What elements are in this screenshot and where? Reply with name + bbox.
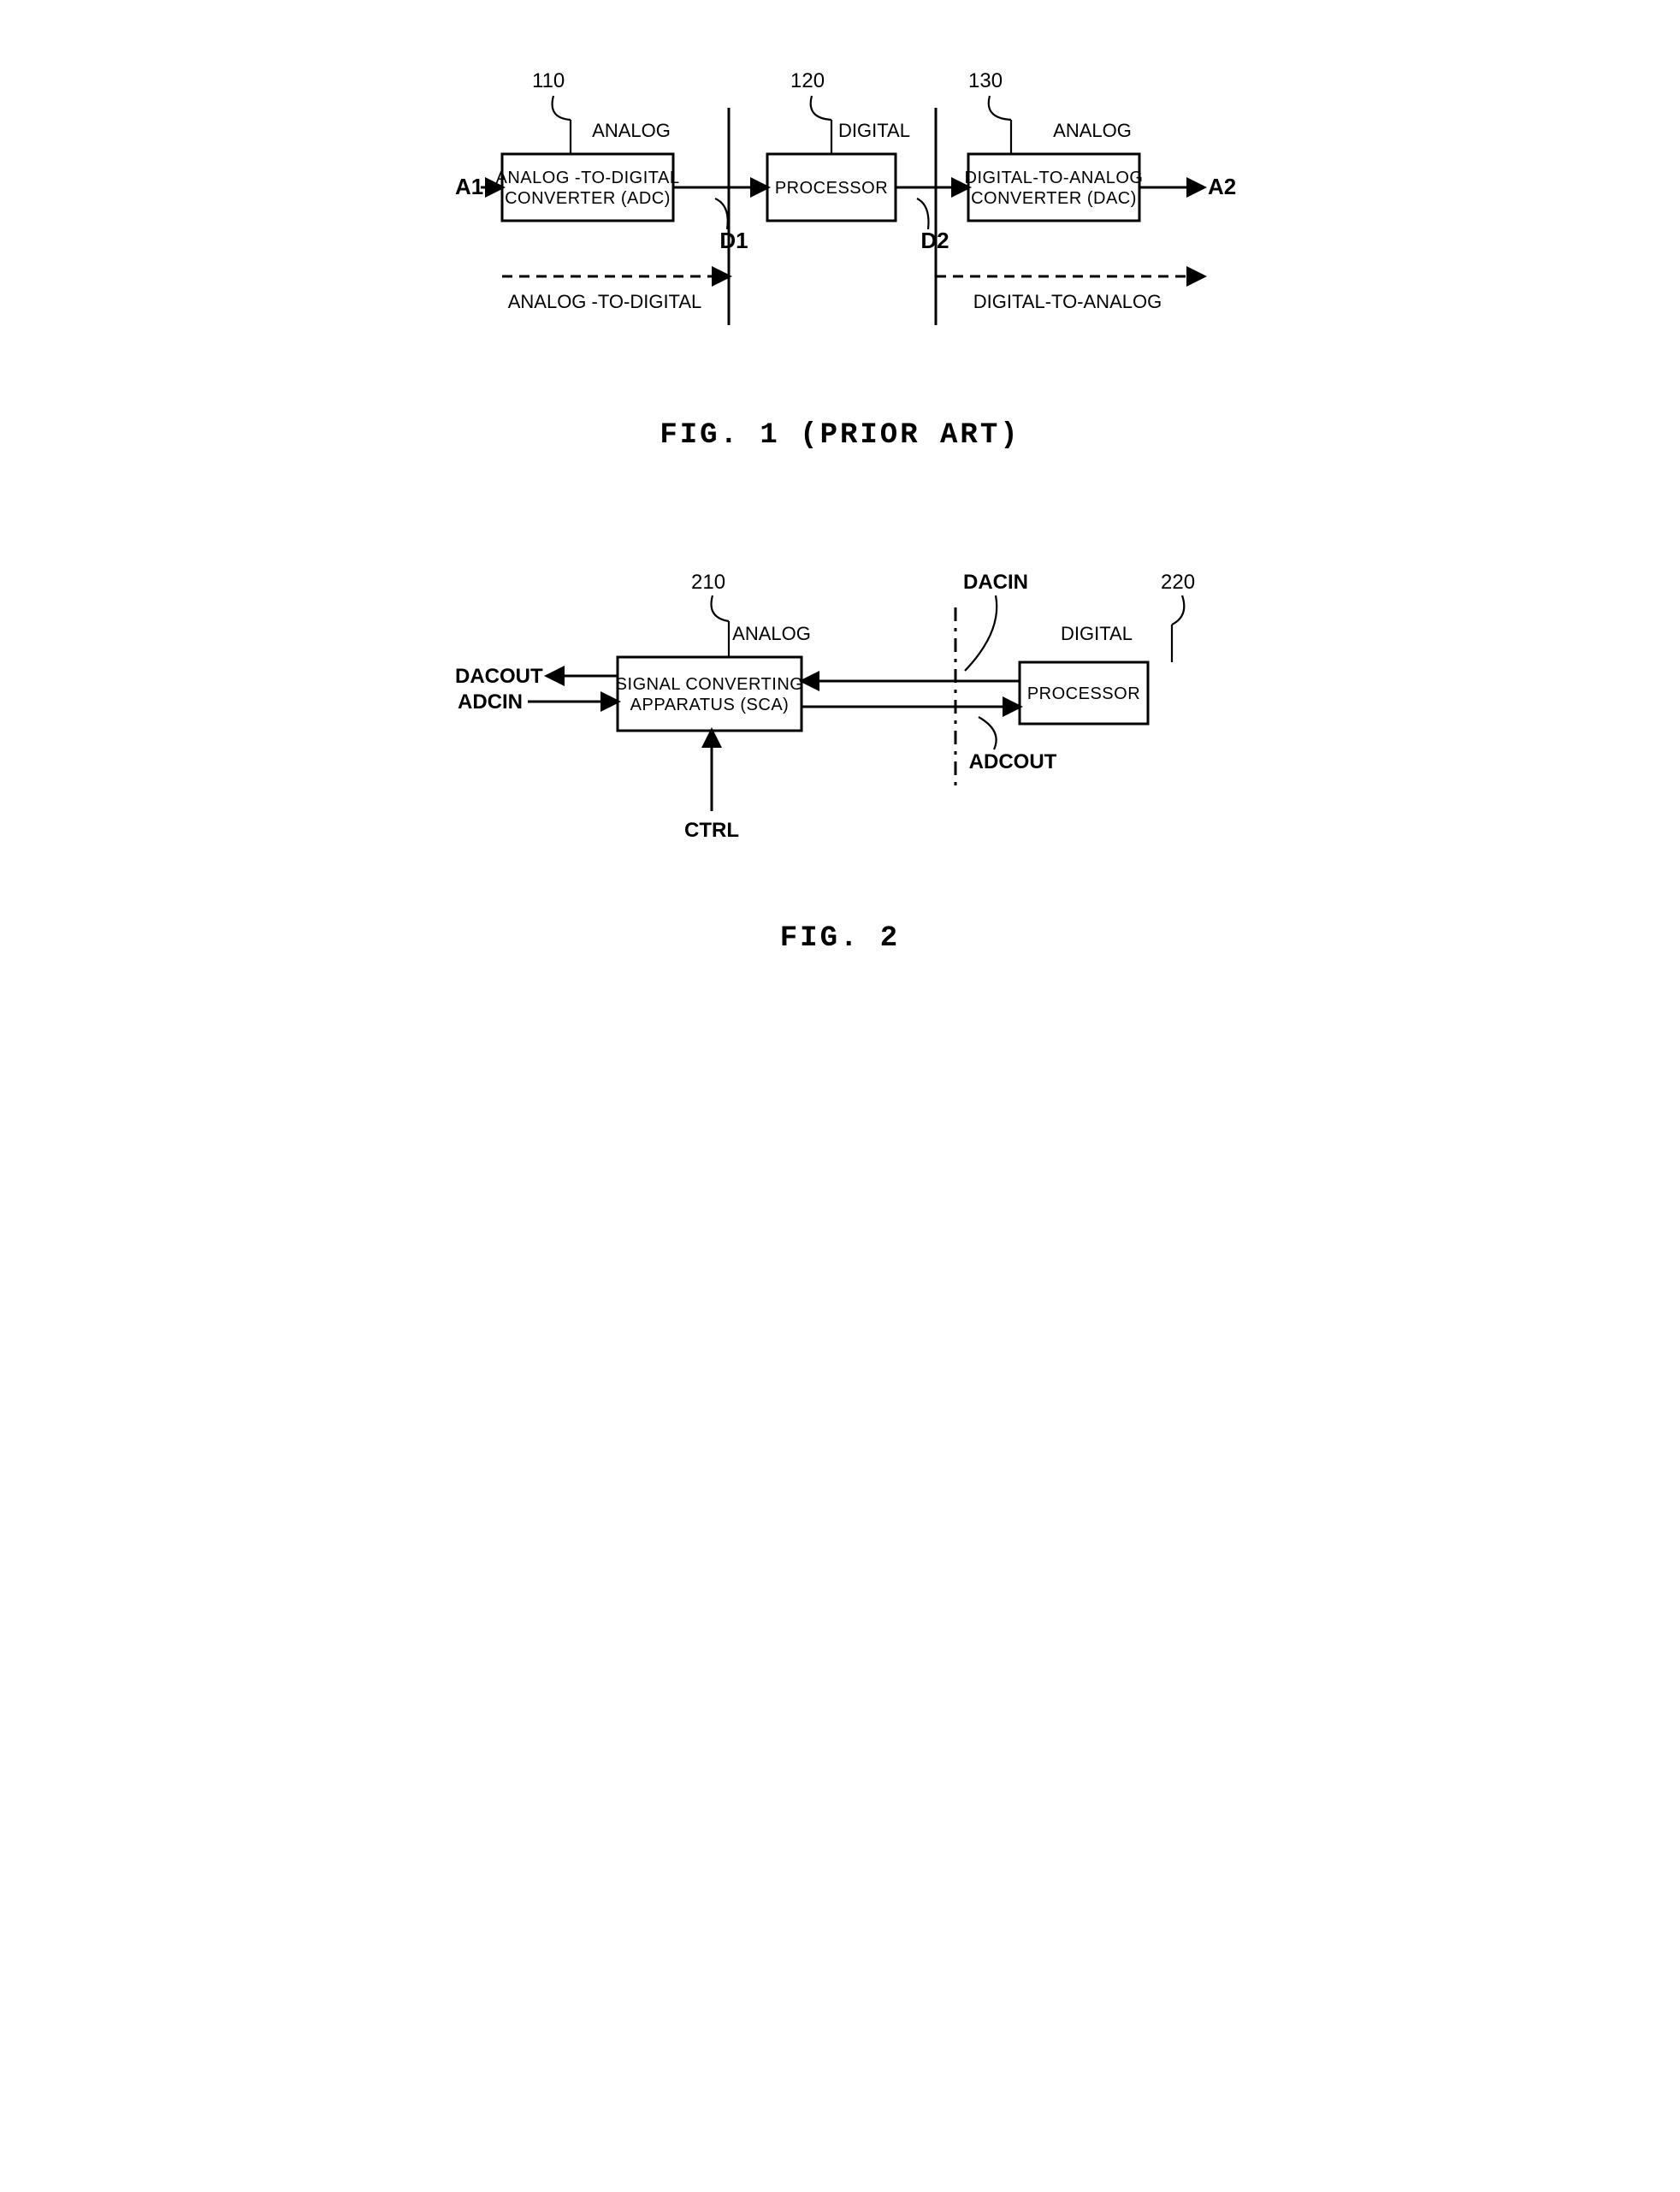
signal-label-a2: A2 <box>1208 174 1236 199</box>
domain-label: ANALOG <box>592 120 671 141</box>
signal-leader <box>965 595 997 671</box>
flow-label: ANALOG -TO-DIGITAL <box>508 291 702 312</box>
fig2-svg: SIGNAL CONVERTING APPARATUS (SCA) PROCESSO… <box>421 529 1259 888</box>
signal-leader <box>715 198 728 229</box>
fig1-caption: FIG. 1 (PRIOR ART) <box>421 419 1259 452</box>
adc-label: CONVERTER (ADC) <box>505 189 671 208</box>
dac-block <box>968 154 1139 221</box>
signal-leader <box>917 198 928 229</box>
domain-label: DIGITAL <box>1061 623 1133 644</box>
signal-leader <box>979 717 997 749</box>
signal-label-a1: A1 <box>455 174 483 199</box>
domain-label: ANALOG <box>1053 120 1132 141</box>
proc-label: PROCESSOR <box>775 179 888 198</box>
signal-label-adcin: ADCIN <box>458 690 523 714</box>
fig1-svg: ANALOG -TO-DIGITAL CONVERTER (ADC) PROCESS… <box>421 34 1259 394</box>
ref-label-220: 220 <box>1161 571 1195 594</box>
ref-leader <box>553 96 571 120</box>
signal-label-d2: D2 <box>920 228 949 253</box>
signal-label-ctrl: CTRL <box>684 819 739 842</box>
dac-label: DIGITAL-TO-ANALOG <box>965 169 1144 187</box>
signal-label-dacin: DACIN <box>963 571 1028 594</box>
dac-label: CONVERTER (DAC) <box>971 189 1137 208</box>
signal-label-adcout: ADCOUT <box>969 750 1057 773</box>
ref-leader <box>1172 595 1184 625</box>
ref-leader <box>712 595 729 621</box>
sca-block <box>618 657 802 731</box>
proc2-label: PROCESSOR <box>1027 684 1140 703</box>
signal-label-dacout: DACOUT <box>455 665 543 688</box>
ref-leader <box>989 96 1011 120</box>
ref-label-110: 110 <box>532 69 565 92</box>
domain-label: DIGITAL <box>838 120 910 141</box>
adc-label: ANALOG -TO-DIGITAL <box>496 169 680 187</box>
ref-leader <box>811 96 831 120</box>
ref-label-120: 120 <box>790 69 825 92</box>
sca-label: APPARATUS (SCA) <box>630 696 790 714</box>
domain-label: ANALOG <box>732 623 811 644</box>
ref-label-130: 130 <box>968 69 1003 92</box>
adc-block <box>502 154 673 221</box>
fig2-caption: FIG. 2 <box>421 922 1259 955</box>
flow-label: DIGITAL-TO-ANALOG <box>973 291 1162 312</box>
signal-label-d1: D1 <box>719 228 748 253</box>
sca-label: SIGNAL CONVERTING <box>616 675 804 694</box>
ref-label-210: 210 <box>691 571 725 594</box>
